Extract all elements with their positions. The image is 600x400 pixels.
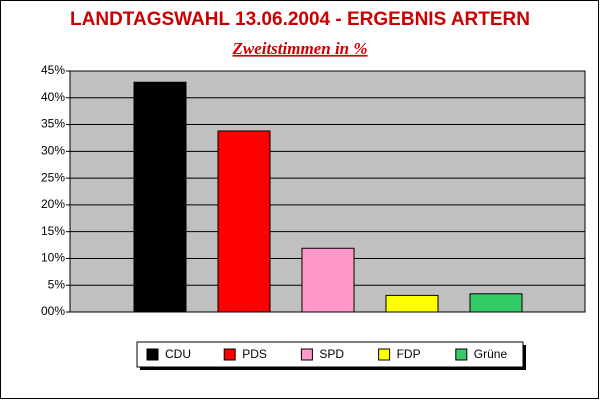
plot-border [69,70,586,313]
legend-label: Grüne [474,347,508,361]
y-tick-label: 10% [41,251,65,265]
bar [301,247,355,313]
legend-swatch [378,348,391,361]
y-tick-label: 20% [41,197,65,211]
legend-swatch [223,348,236,361]
y-tick-label: 40% [41,90,65,104]
bar [217,130,271,313]
y-tick-label: 45% [41,63,65,77]
y-tick-label: 15% [41,224,65,238]
chart-title: LANDTAGSWAHL 13.06.2004 - ERGEBNIS ARTER… [70,9,530,30]
y-tick-label: 5% [48,277,66,291]
legend-label: SPD [319,347,344,361]
legend-label: CDU [165,347,191,361]
bar [469,293,523,313]
legend-label: PDS [242,347,267,361]
y-tick-label: 00% [41,304,65,318]
y-tick-label: 25% [41,170,65,184]
legend-swatch [146,348,159,361]
legend-label: FDP [397,347,421,361]
legend-swatch [300,348,313,361]
chart-subtitle: Zweitstimmen in % [231,39,367,58]
legend [136,341,524,368]
bar [385,294,439,313]
legend-swatch [455,348,468,361]
y-tick-label: 30% [41,144,65,158]
bar [133,81,187,313]
y-tick-label: 35% [41,117,65,131]
